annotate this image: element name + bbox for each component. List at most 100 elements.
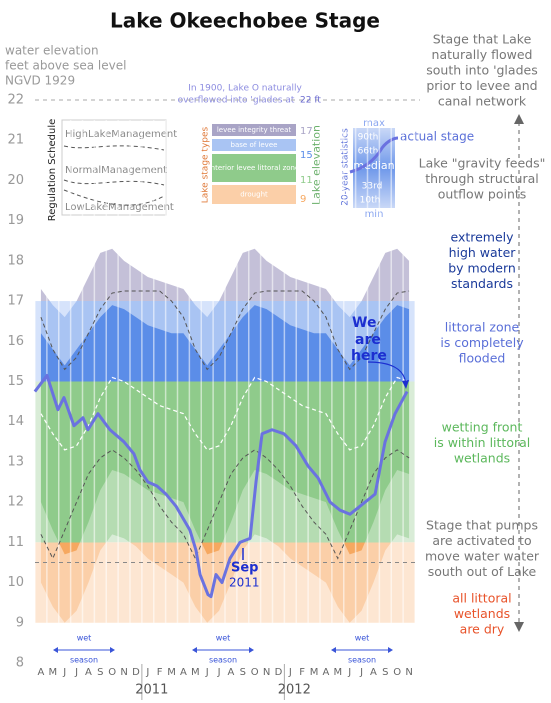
note: by modern — [448, 261, 516, 276]
annotation: In 1900, Lake O naturally — [188, 84, 302, 94]
note: are activated to — [432, 533, 531, 548]
note: is completely — [440, 335, 524, 350]
y-tick-label: 13 — [7, 454, 24, 469]
x-tick-label: S — [382, 667, 388, 678]
x-tick-label: O — [251, 667, 259, 678]
x-tick-label: J — [359, 667, 363, 678]
note: all littoral — [452, 591, 511, 606]
x-tick-label: S — [240, 667, 246, 678]
x-tick-label: F — [157, 667, 163, 678]
x-tick-label: A — [323, 667, 330, 678]
legend-label: levee integrity threat — [217, 126, 292, 134]
year-label: 2012 — [278, 683, 311, 698]
x-tick-label: A — [38, 667, 45, 678]
annotation: season — [348, 656, 376, 665]
inset-title: 20-year statistics — [341, 128, 351, 206]
subtitle: water elevation — [5, 44, 99, 58]
subtitle: feet above sea level — [5, 59, 126, 73]
legend-label: LowLakeManagement — [65, 202, 174, 213]
note: move water water — [425, 549, 540, 564]
annotation: wet — [355, 634, 370, 643]
annotation: Sep — [231, 561, 259, 576]
annotation: 22 ft — [300, 96, 321, 106]
y-tick-label: 21 — [7, 133, 24, 148]
legend-label: HighLakeManagement — [65, 129, 177, 140]
y-tick-label: 14 — [7, 414, 24, 429]
legend-line — [349, 136, 399, 174]
y-tick-label: 8 — [16, 656, 24, 671]
x-tick-label: A — [180, 667, 187, 678]
y-tick-label: 19 — [7, 213, 24, 228]
legend-value: 17 — [300, 126, 313, 137]
legend-label: 10th — [360, 196, 381, 206]
x-tick-label: J — [347, 667, 351, 678]
x-tick-label: A — [85, 667, 92, 678]
x-tick-label: M — [310, 667, 319, 678]
note: south out of Lake — [428, 564, 537, 579]
x-tick-label: J — [288, 667, 292, 678]
legend-label: 33rd — [362, 182, 383, 192]
y-tick-label: 20 — [7, 173, 24, 188]
x-tick-label: J — [145, 667, 149, 678]
legend-value: 11 — [300, 175, 313, 186]
y-tick-label: 22 — [7, 93, 24, 108]
note: are dry — [460, 622, 505, 637]
legend-label: max — [363, 118, 385, 129]
legend-label: drought — [240, 191, 268, 199]
arrow — [367, 361, 407, 385]
annotation: season — [209, 656, 237, 665]
x-tick-label: J — [62, 667, 66, 678]
x-tick-label: O — [393, 667, 401, 678]
legend-line — [63, 179, 165, 186]
legend-swatch — [212, 139, 296, 151]
note: through structural — [425, 171, 539, 186]
note: south into 'glades — [426, 63, 537, 78]
note: flooded — [459, 351, 506, 366]
chart-title: Lake Okeechobee Stage — [110, 9, 380, 33]
note: naturally flowed — [432, 47, 533, 62]
x-tick-label: F — [299, 667, 305, 678]
inset-title: Lake stage types — [201, 126, 211, 203]
legend-label: min — [365, 209, 384, 220]
y-tick-label: 16 — [7, 334, 24, 349]
note: extremely — [450, 230, 514, 245]
note: wetlands — [454, 606, 510, 621]
annotation: wet — [77, 634, 92, 643]
y-tick-label: 12 — [7, 495, 24, 510]
legend-swatch — [212, 185, 296, 204]
x-tick-label: D — [132, 667, 140, 678]
note: Lake "gravity feeds" — [419, 156, 546, 171]
annotation: 2011 — [229, 576, 260, 590]
x-tick-label: A — [228, 667, 235, 678]
y-tick-label: 10 — [7, 575, 24, 590]
x-tick-label: O — [108, 667, 116, 678]
x-tick-label: N — [120, 667, 127, 678]
legend-label: actual stage — [400, 130, 474, 144]
annotation: are — [355, 332, 381, 348]
x-tick-label: D — [275, 667, 283, 678]
x-tick-label: A — [370, 667, 377, 678]
series-line — [40, 376, 410, 451]
annotation: season — [70, 656, 98, 665]
annotation: wet — [216, 634, 231, 643]
legend-value: 15 — [300, 150, 313, 161]
x-tick-label: N — [405, 667, 412, 678]
note: canal network — [438, 94, 527, 109]
series-line — [33, 373, 409, 599]
y-tick-label: 15 — [7, 374, 24, 389]
year-label: 2011 — [135, 683, 168, 698]
y-tick-label: 11 — [7, 535, 24, 550]
note: prior to levee and — [426, 78, 537, 93]
x-tick-label: M — [333, 667, 342, 678]
legend-swatch — [212, 154, 296, 182]
x-tick-label: M — [48, 667, 57, 678]
subtitle: NGVD 1929 — [5, 74, 75, 88]
note: standards — [451, 276, 513, 291]
note: outflow points — [438, 187, 527, 202]
y-tick-label: 17 — [7, 294, 24, 309]
legend-line — [63, 145, 165, 151]
y-tick-label: 9 — [16, 615, 24, 630]
legend-label: interior levee littoral zone — [209, 164, 300, 172]
x-tick-label: M — [167, 667, 176, 678]
